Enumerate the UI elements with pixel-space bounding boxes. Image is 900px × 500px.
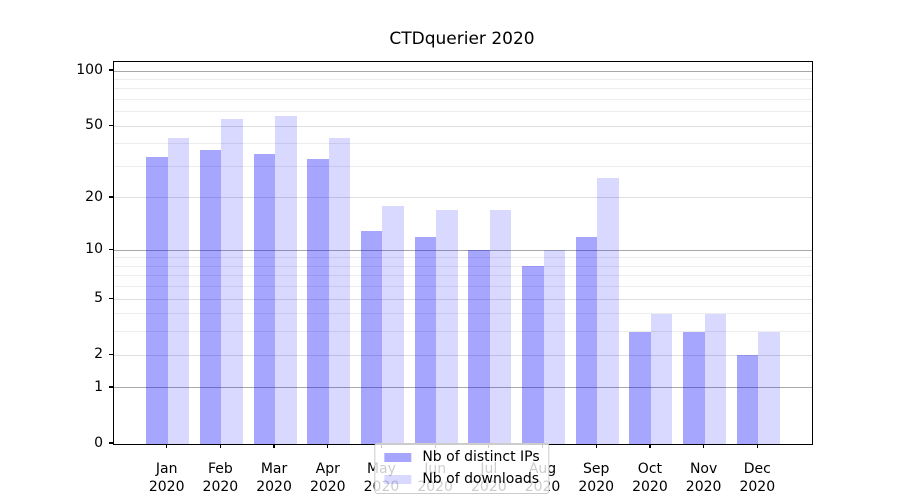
y-tick-mark xyxy=(109,353,113,355)
y-tick-mark xyxy=(109,442,113,444)
bar-downloads-oct xyxy=(650,313,673,444)
minor-gridline xyxy=(114,78,812,80)
decade-gridline xyxy=(114,70,812,72)
minor-gridline xyxy=(114,143,812,145)
y-tick-label: 10 xyxy=(85,241,103,258)
bar-downloads-may xyxy=(382,206,404,444)
bar-downloads-sep xyxy=(597,177,619,444)
bar-downloads-feb xyxy=(221,118,243,444)
y-tick-mark xyxy=(109,196,113,198)
legend-item-downloads: Nb of downloads xyxy=(384,471,539,488)
x-tick-label: Dec 2020 xyxy=(739,461,776,495)
bar-downloads-dec xyxy=(758,331,780,444)
x-tick-mark xyxy=(595,444,597,448)
x-tick-mark xyxy=(327,444,329,448)
x-tick-label: Nov 2020 xyxy=(685,461,722,495)
x-tick-label: Oct 2020 xyxy=(632,461,668,495)
chart-title: CTDquerier 2020 xyxy=(389,29,535,49)
y-tick-label: 1 xyxy=(94,378,103,395)
y-tick-mark xyxy=(109,69,113,71)
x-tick-mark xyxy=(219,444,222,448)
y-tick-mark xyxy=(109,297,113,299)
y-tick-label: 50 xyxy=(85,117,103,134)
bar-downloads-jul xyxy=(489,210,512,444)
bar-downloads-mar xyxy=(275,115,297,444)
bar-distinct-ips-jan xyxy=(146,156,168,444)
y-tick-label: 20 xyxy=(85,188,103,205)
x-tick-mark xyxy=(756,444,758,448)
x-tick-label: Feb 2020 xyxy=(202,461,239,495)
major-gridline xyxy=(114,197,812,199)
bar-distinct-ips-aug xyxy=(522,266,544,444)
major-gridline xyxy=(114,298,812,300)
bar-distinct-ips-mar xyxy=(253,154,276,444)
y-tick-mark xyxy=(109,124,113,126)
bar-downloads-jun xyxy=(436,210,458,444)
x-tick-label: Mar 2020 xyxy=(256,461,292,495)
bar-downloads-nov xyxy=(704,313,727,444)
x-tick-mark xyxy=(649,444,651,448)
decade-gridline xyxy=(114,249,812,251)
x-tick-mark xyxy=(273,444,275,448)
major-gridline xyxy=(114,125,812,127)
bar-distinct-ips-jun xyxy=(414,236,437,444)
x-tick-mark xyxy=(166,444,168,448)
legend-swatch-distinct-ips xyxy=(384,453,412,462)
minor-gridline xyxy=(114,275,812,277)
minor-gridline xyxy=(114,286,812,288)
x-tick-label: Apr 2020 xyxy=(309,461,346,495)
x-tick-label: Sep 2020 xyxy=(578,461,615,495)
x-tick-label: Jan 2020 xyxy=(148,461,185,495)
y-tick-mark xyxy=(109,248,113,250)
y-tick-label: 0 xyxy=(94,435,103,451)
minor-gridline xyxy=(114,257,812,259)
minor-gridline xyxy=(114,313,812,315)
y-tick-mark xyxy=(109,386,113,388)
x-tick-mark xyxy=(702,444,705,448)
y-axis: 0 1 2 5 10 20 50 100 xyxy=(0,61,113,451)
bar-distinct-ips-feb xyxy=(199,150,222,444)
bar-distinct-ips-nov xyxy=(683,331,705,444)
bar-distinct-ips-apr xyxy=(307,159,329,444)
bar-downloads-jan xyxy=(167,138,190,444)
bar-distinct-ips-oct xyxy=(629,331,651,444)
y-tick-label: 5 xyxy=(94,290,103,307)
decade-gridline xyxy=(114,387,812,389)
legend-label-distinct-ips: Nb of distinct IPs xyxy=(422,449,540,465)
minor-gridline xyxy=(114,111,812,113)
minor-gridline xyxy=(114,265,812,267)
legend-swatch-downloads xyxy=(384,475,412,484)
minor-gridline xyxy=(114,99,812,101)
y-tick-label: 100 xyxy=(76,62,103,79)
bar-downloads-apr xyxy=(328,138,351,444)
bar-distinct-ips-may xyxy=(360,230,383,444)
minor-gridline xyxy=(114,166,812,167)
bar-distinct-ips-sep xyxy=(575,236,598,444)
major-gridline xyxy=(114,354,812,356)
legend-item-distinct-ips: Nb of distinct IPs xyxy=(384,449,540,466)
legend-label-downloads: Nb of downloads xyxy=(422,471,540,487)
plot-area xyxy=(113,61,813,445)
legend: Nb of distinct IPs Nb of downloads xyxy=(374,443,550,494)
y-tick-label: 2 xyxy=(94,346,103,363)
minor-gridline xyxy=(114,88,812,90)
minor-gridline xyxy=(114,331,812,333)
bar-distinct-ips-dec xyxy=(736,355,759,444)
bar-distinct-ips-jul xyxy=(468,250,490,444)
bar-downloads-aug xyxy=(543,250,565,444)
